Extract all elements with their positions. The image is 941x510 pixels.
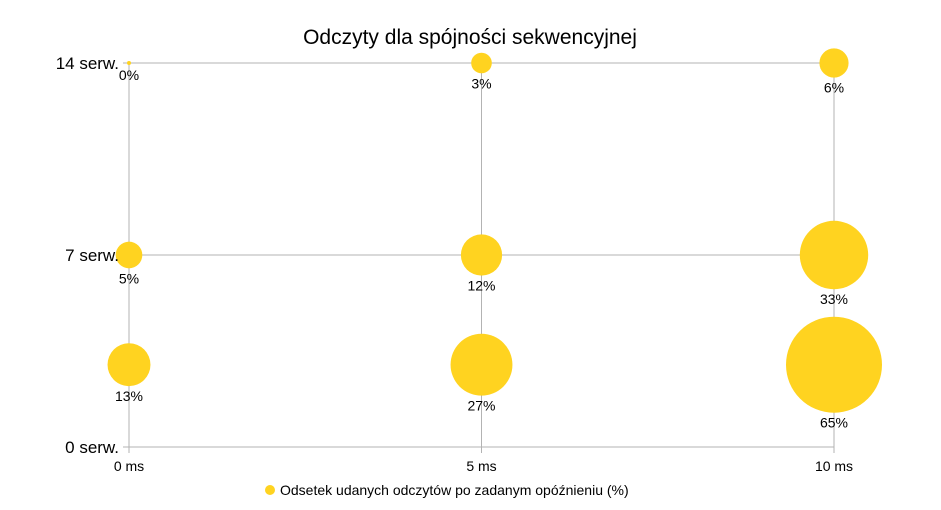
- bubble-data-label: 65%: [820, 415, 848, 431]
- y-tick-label: 0 serw.: [65, 438, 119, 457]
- bubble: [799, 220, 869, 290]
- x-tick-label: 0 ms: [114, 458, 144, 474]
- bubble-data-label: 33%: [820, 291, 848, 307]
- legend-marker: [265, 485, 275, 495]
- bubble: [471, 52, 492, 74]
- bubble: [127, 61, 131, 65]
- bubble-data-label: 6%: [824, 80, 844, 96]
- y-tick-label: 14 serw.: [56, 54, 119, 73]
- x-tick-label: 5 ms: [466, 458, 496, 474]
- y-axis-ticks: 0 serw. 7 serw. 14 serw.: [56, 54, 119, 457]
- bubble: [115, 241, 143, 269]
- bubbles-layer: [107, 48, 882, 413]
- bubble: [786, 316, 882, 413]
- bubble-data-label: 27%: [467, 398, 495, 414]
- bubble: [460, 234, 503, 276]
- bubble: [450, 333, 513, 396]
- bubble-data-label: 0%: [119, 67, 139, 83]
- bubble-data-label: 3%: [471, 75, 491, 91]
- data-labels-layer: 13% 27% 65% 5% 12% 33% 0% 3% 6%: [115, 67, 848, 431]
- legend: Odsetek udanych odczytów po zadanym opóź…: [265, 482, 629, 498]
- bubble-data-label: 12%: [467, 278, 495, 294]
- x-tick-label: 10 ms: [815, 458, 853, 474]
- x-axis-ticks: 0 ms 5 ms 10 ms: [114, 458, 853, 474]
- bubble-data-label: 13%: [115, 388, 143, 404]
- legend-label: Odsetek udanych odczytów po zadanym opóź…: [280, 482, 629, 498]
- y-tick-label: 7 serw.: [65, 246, 119, 265]
- bubble-data-label: 5%: [119, 270, 139, 286]
- bubble: [819, 48, 849, 78]
- chart-title: Odczyty dla spójności sekwencyjnej: [303, 26, 637, 49]
- bubble: [107, 343, 151, 387]
